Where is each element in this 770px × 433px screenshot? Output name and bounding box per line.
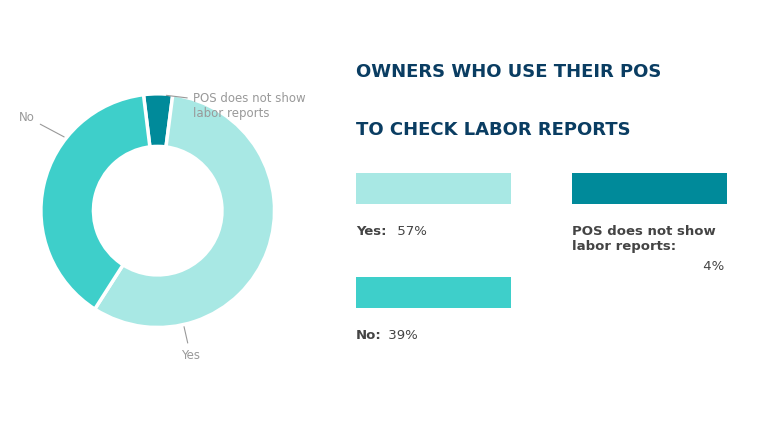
Text: Yes: Yes: [181, 326, 200, 362]
Text: TO CHECK LABOR REPORTS: TO CHECK LABOR REPORTS: [356, 121, 631, 139]
Text: POS does not show
labor reports:: POS does not show labor reports:: [571, 225, 715, 253]
Text: No:: No:: [356, 329, 382, 342]
Bar: [356, 277, 511, 308]
Text: Yes:: Yes:: [356, 225, 387, 238]
Text: OWNERS WHO USE THEIR POS: OWNERS WHO USE THEIR POS: [356, 63, 661, 81]
Text: POS does not show
labor reports: POS does not show labor reports: [166, 91, 306, 120]
Text: No: No: [19, 111, 64, 137]
Wedge shape: [143, 94, 172, 147]
Text: 57%: 57%: [393, 225, 427, 238]
Bar: [356, 173, 511, 204]
Bar: [571, 173, 727, 204]
Wedge shape: [41, 95, 150, 309]
Text: 39%: 39%: [384, 329, 418, 342]
Wedge shape: [95, 95, 275, 327]
Text: 4%: 4%: [699, 260, 724, 273]
